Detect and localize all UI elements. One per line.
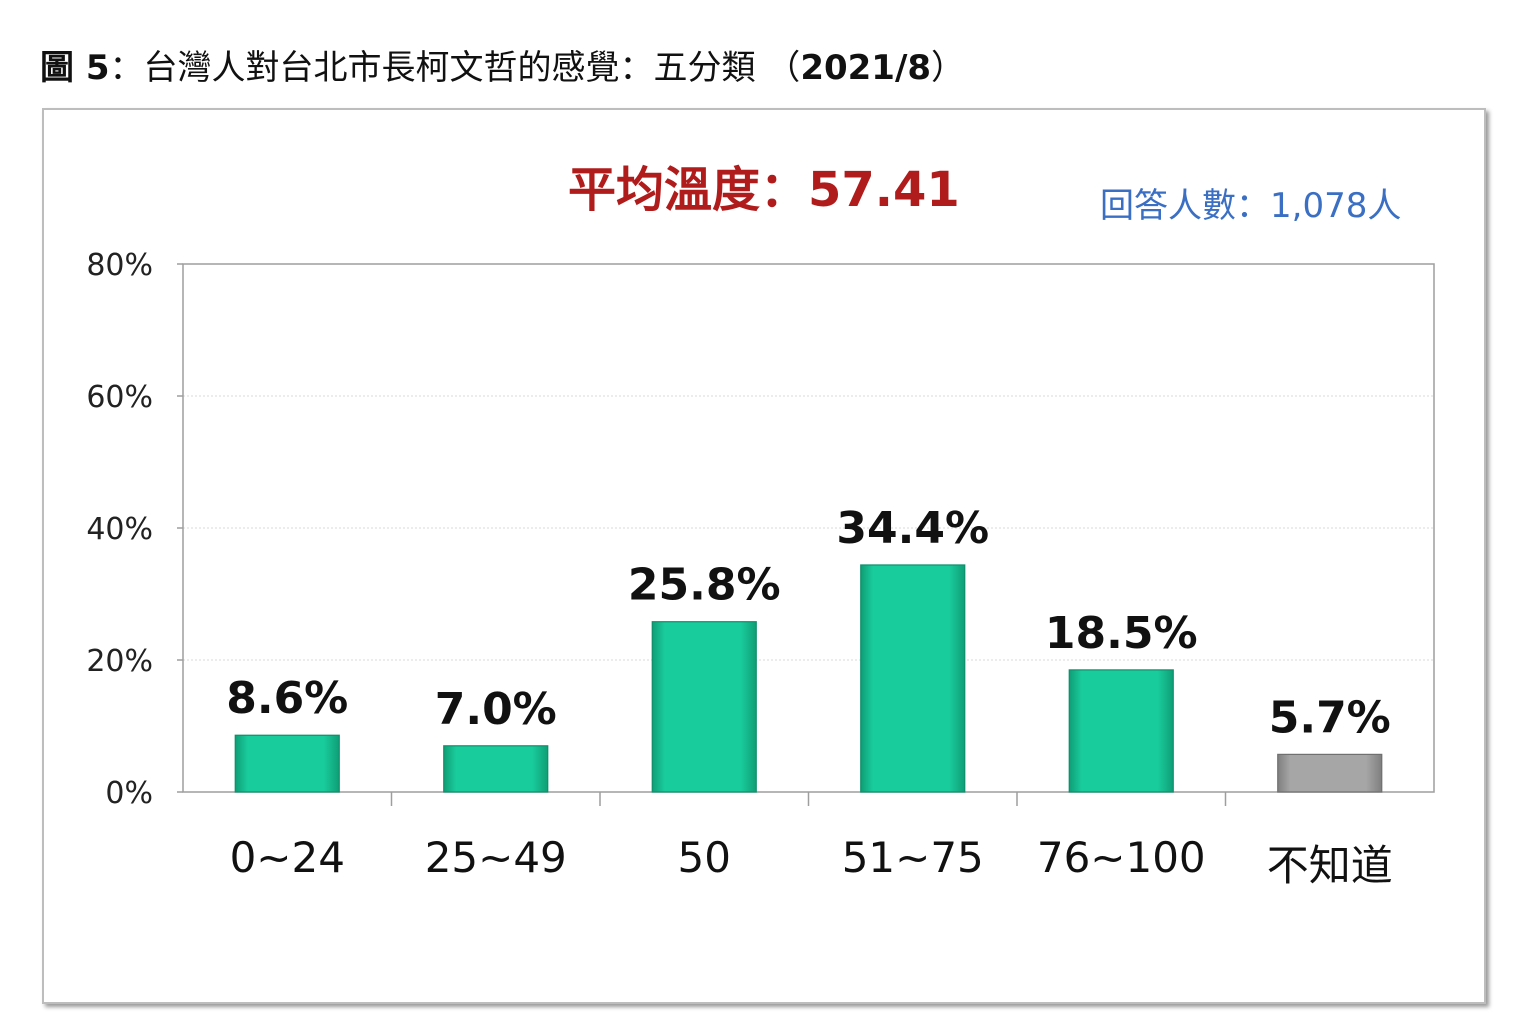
figure-title: 圖 5：台灣人對台北市長柯文哲的感覺：五分類 （2021/8） (40, 40, 965, 89)
data-label: 8.6% (226, 673, 348, 724)
data-label: 5.7% (1269, 692, 1391, 743)
x-tick-label: 25~49 (425, 833, 567, 882)
y-tick-label: 40% (86, 512, 153, 547)
y-tick-label: 20% (86, 644, 153, 679)
bar (1277, 753, 1383, 793)
x-tick-label: 76~100 (1037, 833, 1206, 882)
bar (443, 745, 549, 793)
bar (651, 621, 757, 793)
x-tick-label: 51~75 (842, 833, 984, 882)
data-label: 25.8% (628, 560, 781, 611)
figure-title-suffix: ） (931, 48, 966, 88)
figure-title-text: ：台灣人對台北市長柯文哲的感覺：五分類 （ (109, 48, 801, 88)
plot-area (182, 263, 1435, 793)
y-tick-label: 60% (86, 380, 153, 415)
bar (860, 564, 966, 793)
bar (1068, 669, 1174, 793)
bar (234, 734, 340, 793)
x-tick-label: 不知道 (1267, 841, 1393, 890)
x-tick-label: 0~24 (230, 833, 345, 882)
data-label: 34.4% (836, 503, 989, 554)
data-label: 7.0% (435, 684, 557, 735)
figure-date: 2021/8 (800, 48, 932, 88)
figure-number: 圖 5 (40, 48, 110, 88)
chart-panel (42, 108, 1486, 1004)
data-label: 18.5% (1045, 608, 1198, 659)
x-tick-label: 50 (678, 833, 731, 882)
average-temperature-label: 平均溫度：57.41 (568, 162, 960, 218)
y-tick-label: 0% (105, 776, 153, 811)
y-tick-label: 80% (86, 248, 153, 283)
respondents-count-label: 回答人數：1,078人 (1100, 186, 1402, 226)
